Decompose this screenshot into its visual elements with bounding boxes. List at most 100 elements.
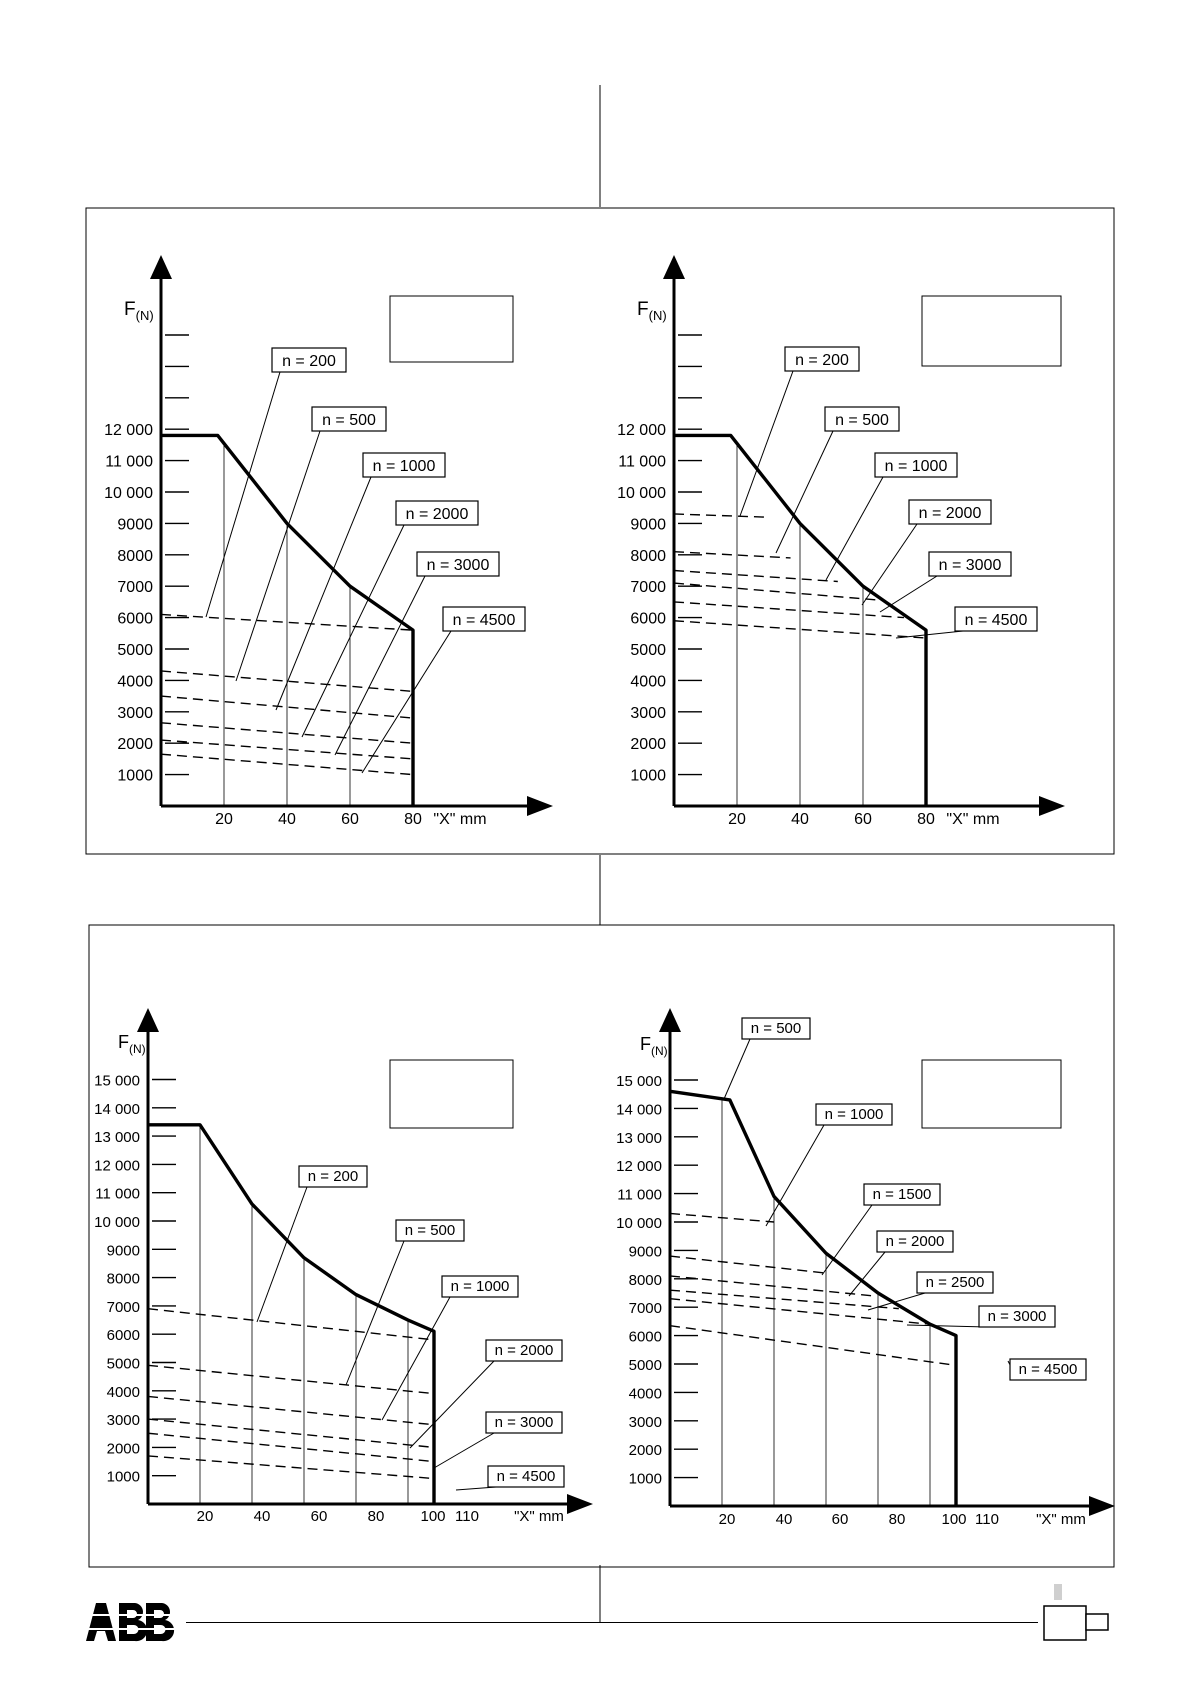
- y-tick-label: 7000: [629, 1300, 662, 1317]
- series-tag: n = 4500: [965, 612, 1028, 629]
- envelope-curve: [148, 1123, 436, 1504]
- series-line: [147, 1418, 435, 1449]
- y-tick-label: 13 000: [94, 1129, 140, 1146]
- series-tag: n = 2500: [926, 1274, 985, 1291]
- series-tag: n = 200: [308, 1168, 358, 1185]
- y-tick-label: 7000: [107, 1299, 140, 1316]
- y-tick-label: 1000: [107, 1469, 140, 1486]
- y-tick-label: 9000: [630, 516, 666, 533]
- x-tick-label: 60: [854, 811, 872, 828]
- x-tick-label: 20: [719, 1511, 736, 1528]
- x-tick-label: 110: [455, 1508, 479, 1525]
- y-tick-label: 5000: [630, 642, 666, 659]
- series-tag: n = 500: [405, 1222, 455, 1239]
- series-tag: n = 4500: [453, 612, 516, 629]
- x-axis-label: "X" mm: [514, 1508, 564, 1525]
- leader-line: [235, 430, 321, 682]
- series-tag-box: [954, 606, 1038, 632]
- y-tick-label: 3000: [629, 1414, 662, 1431]
- y-tick-label: 13 000: [616, 1130, 662, 1147]
- x-tick-label: 60: [311, 1508, 328, 1525]
- y-tick-label: 1000: [629, 1471, 662, 1488]
- x-tick-label: 40: [776, 1511, 793, 1528]
- x-tick-label: 100: [420, 1508, 445, 1525]
- panel-frame-bottom: [88, 924, 1115, 1568]
- y-tick-label: 6000: [107, 1327, 140, 1344]
- series-line: [160, 753, 414, 776]
- series-tag-box: [485, 1339, 563, 1362]
- series-tag: n = 200: [795, 352, 849, 369]
- series-tag-box: [741, 1017, 811, 1040]
- leader-line: [825, 476, 884, 581]
- y-tick-label: 10 000: [104, 485, 153, 502]
- panel-frame-top: [85, 207, 1115, 855]
- y-tick-label: 2000: [117, 736, 153, 753]
- leader-line: [867, 1292, 926, 1311]
- x-tick-label: 80: [368, 1508, 385, 1525]
- y-tick-label: 11 000: [617, 1187, 662, 1204]
- y-tick-label: 11 000: [618, 454, 666, 471]
- series-tag-box: [863, 1183, 941, 1206]
- series-tag: n = 2000: [406, 506, 469, 523]
- leader-line: [739, 370, 794, 517]
- y-tick-label: 10 000: [617, 485, 666, 502]
- series-tag: n = 4500: [1019, 1361, 1078, 1378]
- x-axis-arrow: [567, 1494, 593, 1514]
- y-tick-label: 8000: [107, 1271, 140, 1288]
- y-tick-label: 4000: [117, 673, 153, 690]
- y-axis-arrow: [659, 1008, 681, 1032]
- y-axis-label: F(N): [637, 299, 667, 323]
- series-line: [669, 1255, 827, 1274]
- leader-line: [861, 523, 918, 606]
- x-axis-arrow: [527, 796, 553, 816]
- series-tag-box: [824, 406, 900, 432]
- leader-line: [256, 1186, 308, 1323]
- series-tag-box: [784, 346, 860, 372]
- series-tag-box: [876, 1230, 954, 1253]
- series-tag: n = 1000: [825, 1106, 884, 1123]
- series-tag-box: [485, 1411, 563, 1434]
- chart-top-right: F(N) 1000 2000 3000 4000 5000 6000 7000 8000 9000…: [617, 255, 1065, 828]
- legend-box-3: [389, 1059, 514, 1129]
- y-tick-label: 11 000: [105, 454, 153, 471]
- y-tick-label: 2000: [630, 736, 666, 753]
- series-line: [673, 582, 882, 602]
- y-tick-label: 3000: [107, 1412, 140, 1429]
- leader-line: [723, 1038, 751, 1100]
- leader-line: [381, 1296, 451, 1421]
- series-line: [669, 1297, 931, 1325]
- y-tick-label: 4000: [107, 1384, 140, 1401]
- series-line: [673, 620, 927, 639]
- y-tick-label: 9000: [629, 1243, 662, 1260]
- series-line: [160, 670, 414, 693]
- series-line: [669, 1275, 873, 1297]
- y-tick-label: 2000: [107, 1440, 140, 1457]
- series-tag: n = 3000: [427, 557, 490, 574]
- y-tick-label: 6000: [630, 611, 666, 628]
- leader-line: [848, 1251, 886, 1297]
- series-tag-box: [442, 606, 526, 632]
- leader-line: [334, 575, 426, 756]
- series-tag: n = 2000: [495, 1342, 554, 1359]
- y-tick-label: 3000: [630, 705, 666, 722]
- leader-line: [275, 476, 372, 711]
- series-line: [160, 739, 414, 760]
- series-tag-box: [928, 551, 1012, 577]
- y-tick-label: 5000: [107, 1356, 140, 1373]
- y-tick-label: 14 000: [616, 1101, 662, 1118]
- series-line: [160, 722, 414, 744]
- series-tag: n = 500: [322, 412, 376, 429]
- leader-line: [345, 1240, 405, 1386]
- x-tick-label: 20: [215, 811, 233, 828]
- x-tick-label: 40: [278, 811, 296, 828]
- legend-box-1: [389, 295, 514, 363]
- x-tick-label: 80: [404, 811, 422, 828]
- x-axis-arrow: [1089, 1496, 1115, 1516]
- y-tick-label: 3000: [117, 705, 153, 722]
- series-tag-box: [441, 1275, 519, 1298]
- series-tag-box: [916, 1271, 994, 1294]
- y-tick-label: 8000: [117, 548, 153, 565]
- series-line: [669, 1289, 899, 1310]
- series-tag: n = 2000: [886, 1233, 945, 1250]
- y-tick-label: 10 000: [616, 1215, 662, 1232]
